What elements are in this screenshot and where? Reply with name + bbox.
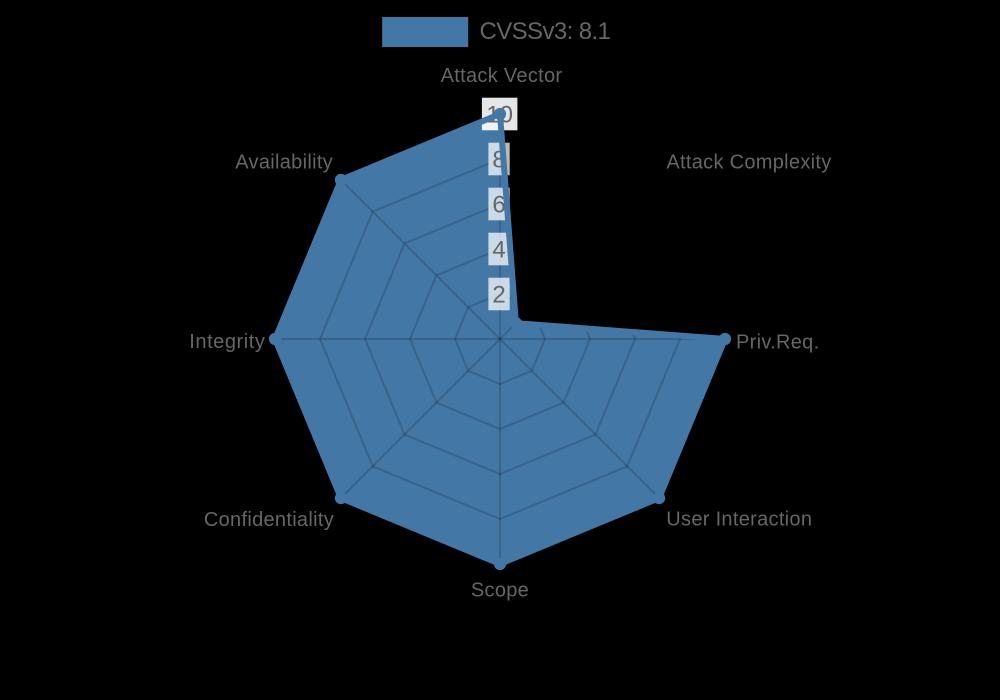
svg-text:Attack Complexity: Attack Complexity — [666, 152, 831, 174]
svg-text:6: 6 — [492, 192, 505, 219]
svg-text:User Interaction: User Interaction — [666, 509, 812, 531]
svg-text:Priv.Req.: Priv.Req. — [736, 332, 819, 354]
svg-text:CVSSv3: 8.1: CVSSv3: 8.1 — [480, 18, 611, 45]
svg-text:2: 2 — [492, 282, 505, 309]
svg-text:Attack Vector: Attack Vector — [441, 65, 563, 87]
svg-text:4: 4 — [492, 237, 505, 264]
svg-text:Availability: Availability — [235, 152, 333, 174]
svg-text:Scope: Scope — [471, 580, 529, 602]
svg-text:Integrity: Integrity — [189, 331, 265, 353]
svg-text:Confidentiality: Confidentiality — [204, 509, 334, 531]
